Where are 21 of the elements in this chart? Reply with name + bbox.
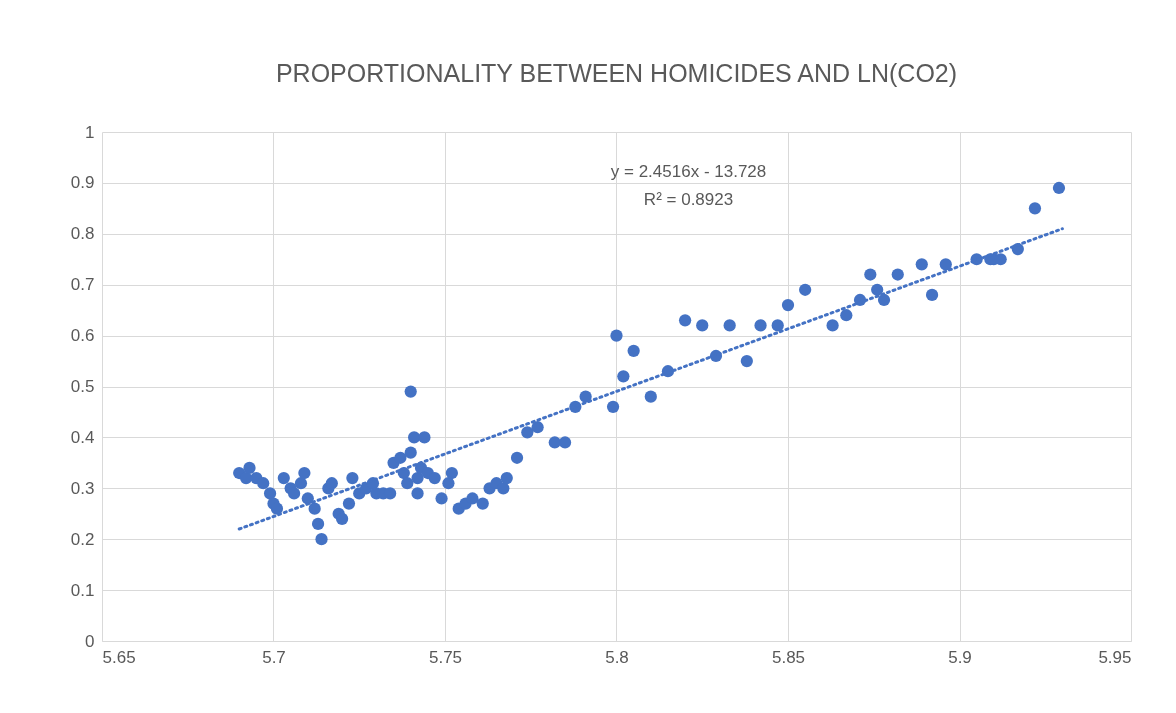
- y-tick-label: 0.5: [70, 377, 95, 396]
- y-tick-label: 0.9: [70, 173, 95, 193]
- x-tick-label: 5.75: [428, 647, 463, 667]
- x-tick-label: 5.85: [771, 647, 806, 667]
- y-tick-label: 0.6: [70, 326, 95, 346]
- y-tick-label: 0.8: [70, 224, 95, 244]
- x-tick-label: 5.7: [262, 647, 286, 667]
- annotation: R² = 0.8923: [643, 190, 734, 209]
- x-tick-label: 5.95: [1098, 647, 1132, 667]
- y-tick-label: 0.2: [70, 529, 95, 549]
- y-tick-label: 0.3: [70, 478, 95, 498]
- x-tick-label: 5.9: [948, 647, 972, 667]
- y-tick-label: 0.1: [70, 580, 95, 600]
- y-tick-label: 0: [85, 631, 95, 651]
- x-tick-label: 5.65: [102, 647, 136, 667]
- y-tick-label: 1: [85, 122, 95, 142]
- x-tick-label: 5.8: [605, 647, 629, 667]
- y-tick-label: 0.4: [70, 427, 95, 447]
- y-tick-label: 0.7: [70, 275, 95, 295]
- chart-title: PROPORTIONALITY BETWEEN HOMICIDES AND LN(CO2): [275, 59, 958, 87]
- annotation: y = 2.4516x - 13.728: [610, 162, 767, 181]
